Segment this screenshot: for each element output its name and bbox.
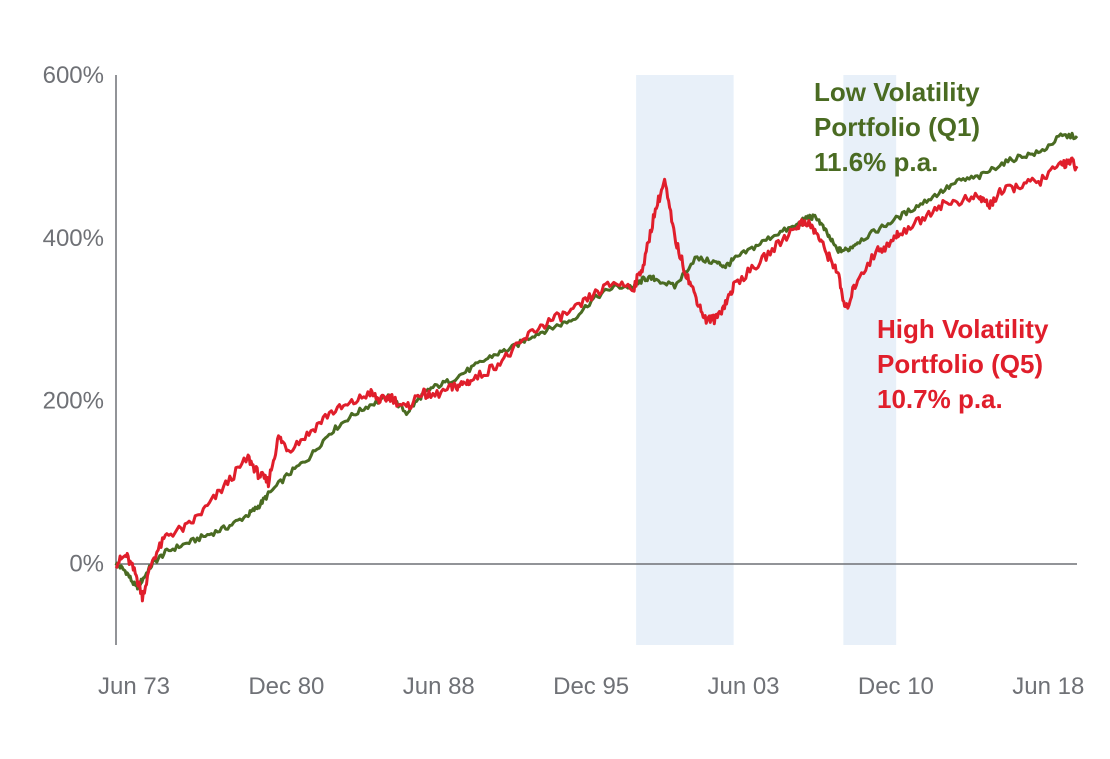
high-vol-label-line-1: High Volatility xyxy=(877,314,1049,344)
recession-shading xyxy=(636,75,897,645)
x-tick-label-5: Dec 10 xyxy=(858,673,934,700)
y-tick-label-0: 0% xyxy=(69,551,104,578)
y-tick-label-3: 600% xyxy=(43,62,104,89)
x-axis-ticks: Jun 73 Dec 80 Jun 88 Dec 95 Jun 03 Dec 10 Jun … xyxy=(98,673,1084,700)
x-tick-label-0: Jun 73 xyxy=(98,673,170,700)
x-tick-label-2: Jun 88 xyxy=(403,673,475,700)
x-tick-label-4: Jun 03 xyxy=(707,673,779,700)
y-axis-ticks: 0% 200% 400% 600% xyxy=(43,62,104,578)
low-vol-annotation: Low Volatility Portfolio (Q1) 11.6% p.a. xyxy=(814,77,987,177)
series-lines xyxy=(114,131,1079,603)
high-vol-annotation: High Volatility Portfolio (Q5) 10.7% p.a… xyxy=(877,314,1056,414)
low-vol-label-line-1: Low Volatility xyxy=(814,77,980,107)
low-vol-label-line-2: Portfolio (Q1) xyxy=(814,112,980,142)
x-tick-label-1: Dec 80 xyxy=(248,673,324,700)
high-volatility-line xyxy=(114,156,1079,603)
x-tick-label-3: Dec 95 xyxy=(553,673,629,700)
shaded-period-0 xyxy=(636,75,734,645)
shaded-period-1 xyxy=(843,75,897,645)
high-vol-label-line-2: Portfolio (Q5) xyxy=(877,349,1043,379)
y-tick-label-2: 400% xyxy=(43,225,104,252)
high-vol-label-line-3: 10.7% p.a. xyxy=(877,384,1003,414)
low-vol-label-line-3: 11.6% p.a. xyxy=(814,147,938,177)
y-tick-label-1: 200% xyxy=(43,388,104,415)
low-volatility-line xyxy=(114,131,1079,591)
x-tick-label-6: Jun 18 xyxy=(1012,673,1084,700)
